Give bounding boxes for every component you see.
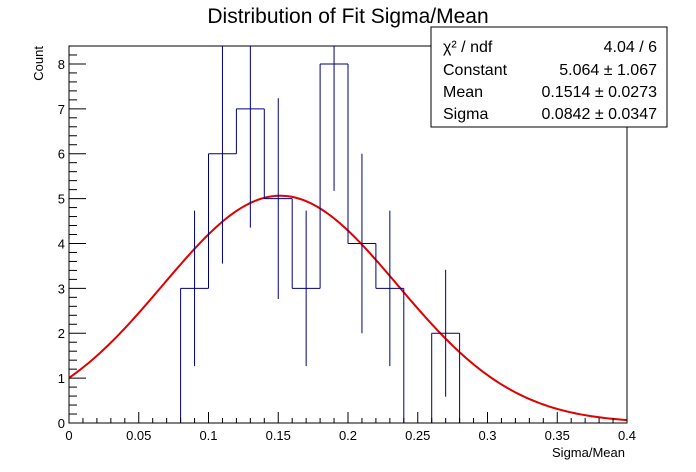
stats-label-sigma: Sigma	[443, 106, 488, 123]
x-tick-label: 0.25	[405, 428, 430, 443]
stats-value-constant: 5.064 ± 1.067	[559, 62, 657, 79]
y-tick-label: 3	[58, 281, 65, 296]
stats-value-sigma: 0.0842 ± 0.0347	[541, 106, 657, 123]
histogram-group	[180, 46, 461, 423]
x-axis-ticks: 0 0.05 0.1 0.15 0.2 0.25 0.3 0.35 0.4	[65, 412, 636, 443]
x-axis-label: Sigma/Mean	[552, 445, 625, 460]
x-tick-label: 0.3	[478, 428, 496, 443]
y-tick-label: 4	[58, 236, 65, 251]
x-tick-label: 0.1	[199, 428, 217, 443]
x-tick-label: 0.35	[545, 428, 570, 443]
stats-label-mean: Mean	[443, 84, 483, 101]
stats-value-chi2: 4.04 / 6	[604, 39, 657, 56]
x-tick-label: 0.2	[339, 428, 357, 443]
y-axis-label: Count	[31, 46, 46, 81]
y-tick-label: 5	[58, 192, 65, 207]
y-tick-label: 0	[58, 416, 65, 431]
fit-stats-box: χ² / ndf 4.04 / 6 Constant 5.064 ± 1.067…	[430, 26, 668, 128]
y-tick-label: 2	[58, 326, 65, 341]
y-axis-ticks: 0 1 2 3 4 5 6 7 8	[58, 45, 86, 431]
y-tick-label: 8	[58, 57, 65, 72]
x-tick-label: 0	[65, 428, 72, 443]
stats-label-chi2: χ² / ndf	[443, 39, 493, 56]
x-tick-label: 0.05	[126, 428, 151, 443]
chart-title: Distribution of Fit Sigma/Mean	[207, 5, 488, 28]
x-tick-label: 0.15	[266, 428, 291, 443]
stats-box-border	[430, 26, 668, 128]
y-tick-label: 6	[58, 147, 65, 162]
y-tick-label: 1	[58, 371, 65, 386]
x-tick-label: 0.4	[618, 428, 636, 443]
stats-label-constant: Constant	[443, 62, 508, 79]
y-tick-label: 7	[58, 102, 65, 117]
stats-value-mean: 0.1514 ± 0.0273	[541, 84, 657, 101]
